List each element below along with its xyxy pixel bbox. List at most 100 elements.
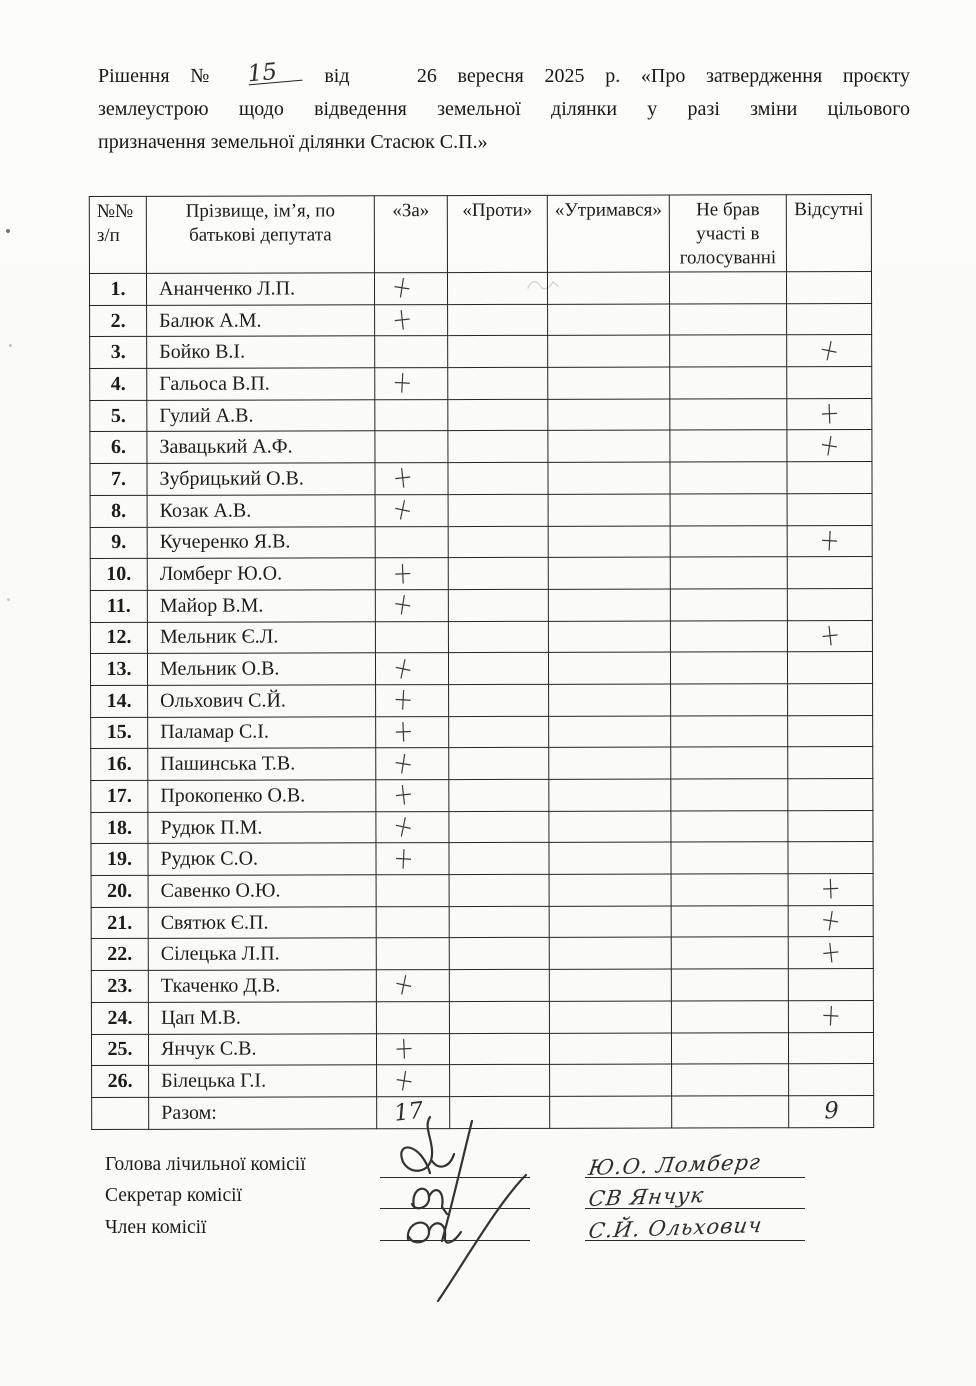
table-row: 18. Рудюк П.М. + (90, 806, 873, 846)
vote-mark: + (389, 489, 417, 530)
vote-mark: + (817, 900, 844, 940)
cell-utrymavsia (548, 525, 671, 558)
table-row: 4. Гальоса В.П. + (89, 364, 872, 401)
table-row: 15. Паламар С.І. + (90, 713, 873, 750)
col-header-utrymavsia: «Утримався» (547, 195, 670, 273)
cell-ne-brav (669, 335, 787, 368)
signature-row-member: Член комісії С.Й. Ольхович (105, 1209, 865, 1243)
cell-utrymavsia (549, 905, 672, 938)
cell-ne-brav (671, 1000, 789, 1033)
cell-name: Білецька Г.І. (148, 1064, 377, 1098)
table-row: 14. Ольхович С.Й. + (90, 681, 873, 718)
heading-title-part1: «Про затвердження проєкту (640, 65, 911, 87)
cell-num: 14. (90, 685, 148, 718)
cell-num: 7. (89, 463, 148, 496)
cell-vidsutni (787, 810, 873, 843)
table-row: 8. Козак А.В. + (90, 489, 873, 530)
cell-utrymavsia (549, 874, 672, 907)
cell-ne-brav (669, 366, 787, 399)
vote-mark: + (389, 268, 415, 308)
table-row: 7. Зубрицький О.В. + (89, 459, 873, 497)
cell-ne-brav (670, 525, 788, 558)
cell-num: 13. (90, 653, 148, 686)
total-utrymavsia-cell (549, 1095, 672, 1128)
cell-num: 20. (91, 875, 149, 908)
col-header-za: «За» (374, 195, 448, 273)
cell-vidsutni: + (786, 330, 872, 370)
cell-ne-brav (670, 810, 788, 843)
cell-name: Завацький А.Ф. (146, 431, 375, 464)
cell-name: Мельник О.В. (147, 653, 376, 686)
table-row: 13. Мельник О.В. + (90, 648, 873, 688)
cell-ne-brav (670, 747, 788, 780)
cell-za: + (376, 965, 450, 1005)
table-row: 10. Ломберг Ю.О. + (90, 554, 873, 591)
vote-mark: + (818, 521, 841, 559)
vote-mark: + (390, 300, 415, 339)
total-vidsutni-handwritten: 9 (823, 1097, 840, 1125)
col-header-num: №№ з/п (89, 196, 147, 274)
cell-ne-brav (671, 1063, 789, 1096)
table-row: 9. Кучеренко Я.В. + (90, 521, 873, 559)
cell-za: + (374, 364, 448, 401)
heading-prefix: Рішення № (98, 65, 225, 87)
cell-num: 22. (91, 938, 149, 971)
cell-za: + (375, 554, 449, 591)
cell-name: Паламар С.І. (147, 716, 376, 749)
cell-za: + (375, 648, 449, 688)
signature-role: Член комісії (105, 1216, 207, 1238)
total-row: Разом: 17 9 (91, 1095, 874, 1130)
signature-role: Голова лічильної комісії (105, 1153, 306, 1175)
cell-name: Гальоса В.П. (146, 367, 375, 401)
table-row: 6. Завацький А.Ф. + (89, 425, 872, 465)
cell-num: 2. (89, 305, 147, 337)
cell-za (375, 621, 449, 654)
cell-utrymavsia (548, 493, 671, 526)
total-vidsutni-cell: 9 (788, 1095, 874, 1128)
heading-line-1: Рішення № 15 від 26 вересня 2025 р. «Про… (98, 59, 911, 93)
signature-name-handwritten: Ю.О. Ломберг (587, 1149, 763, 1180)
cell-utrymavsia (548, 842, 672, 875)
table-row: 23. Ткаченко Д.В. + (91, 965, 874, 1005)
cell-proty (447, 335, 548, 368)
voting-table-body: 1. Ананченко Л.П. +2. Балюк А.М. +3. Бойко В.… (89, 268, 874, 1099)
cell-utrymavsia (549, 1000, 672, 1033)
cell-proty (447, 399, 548, 432)
cell-proty (448, 842, 550, 875)
cell-utrymavsia (547, 272, 670, 305)
cell-ne-brav (670, 842, 789, 875)
cell-utrymavsia (547, 335, 670, 368)
heading-date: 26 вересня 2025 р. (416, 65, 621, 87)
cell-name: Цап М.В. (148, 1001, 377, 1034)
cell-vidsutni (787, 746, 873, 779)
vote-mark: + (816, 425, 843, 465)
table-row: 1. Ананченко Л.П. + (89, 268, 872, 308)
cell-name: Кучеренко Я.В. (147, 526, 376, 559)
scan-speck (6, 229, 10, 233)
cell-num: 8. (90, 495, 148, 528)
table-row: 22. Сілецька Л.П. + (91, 932, 874, 972)
cell-proty (448, 811, 549, 843)
cell-name: Савенко О.Ю. (148, 874, 377, 908)
cell-utrymavsia (548, 715, 671, 748)
signature-scribble-line (380, 1146, 530, 1178)
cell-ne-brav (671, 873, 789, 906)
cell-proty (449, 969, 550, 1002)
vote-mark: + (818, 932, 843, 972)
cell-vidsutni (786, 366, 872, 399)
cell-vidsutni (787, 715, 873, 748)
cell-num: 3. (89, 336, 147, 369)
cell-utrymavsia (549, 969, 672, 1002)
vote-mark: + (392, 839, 415, 877)
cell-name: Янчук С.В. (148, 1033, 377, 1066)
cell-proty (448, 525, 549, 558)
table-row: 25. Янчук С.В. + (91, 1029, 874, 1067)
cell-za (375, 526, 449, 558)
table-row: 26. Білецька Г.І. + (91, 1060, 874, 1099)
cell-utrymavsia (547, 367, 670, 400)
cell-utrymavsia (548, 683, 671, 716)
cell-vidsutni (788, 1063, 874, 1096)
total-za-handwritten: 17 (392, 1097, 425, 1127)
vote-mark: + (819, 996, 842, 1034)
